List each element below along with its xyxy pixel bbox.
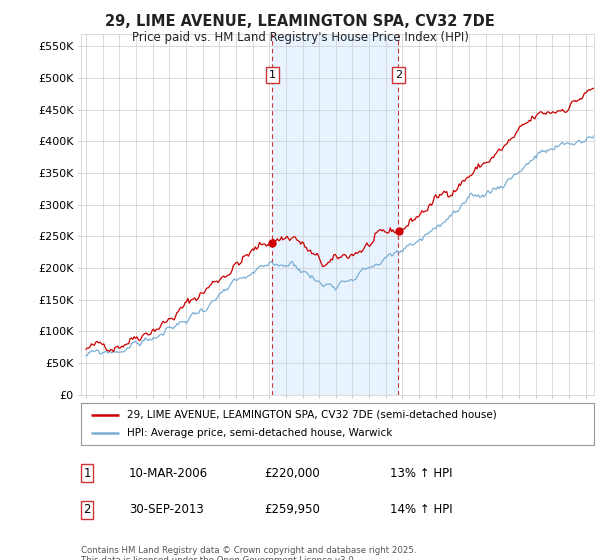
Text: Price paid vs. HM Land Registry's House Price Index (HPI): Price paid vs. HM Land Registry's House …	[131, 31, 469, 44]
Text: 2: 2	[395, 70, 402, 80]
Text: 29, LIME AVENUE, LEAMINGTON SPA, CV32 7DE: 29, LIME AVENUE, LEAMINGTON SPA, CV32 7D…	[105, 14, 495, 29]
Text: 29, LIME AVENUE, LEAMINGTON SPA, CV32 7DE (semi-detached house): 29, LIME AVENUE, LEAMINGTON SPA, CV32 7D…	[127, 410, 497, 420]
Text: 14% ↑ HPI: 14% ↑ HPI	[390, 503, 452, 516]
Text: 2: 2	[83, 503, 91, 516]
Text: 10-MAR-2006: 10-MAR-2006	[129, 466, 208, 480]
Bar	[272, 34, 398, 395]
Text: 30-SEP-2013: 30-SEP-2013	[129, 503, 204, 516]
Text: 13% ↑ HPI: 13% ↑ HPI	[390, 466, 452, 480]
Text: £220,000: £220,000	[264, 466, 320, 480]
Text: 1: 1	[269, 70, 276, 80]
Text: HPI: Average price, semi-detached house, Warwick: HPI: Average price, semi-detached house,…	[127, 428, 392, 438]
Text: £259,950: £259,950	[264, 503, 320, 516]
Text: Contains HM Land Registry data © Crown copyright and database right 2025.
This d: Contains HM Land Registry data © Crown c…	[81, 546, 416, 560]
Text: 1: 1	[83, 466, 91, 480]
